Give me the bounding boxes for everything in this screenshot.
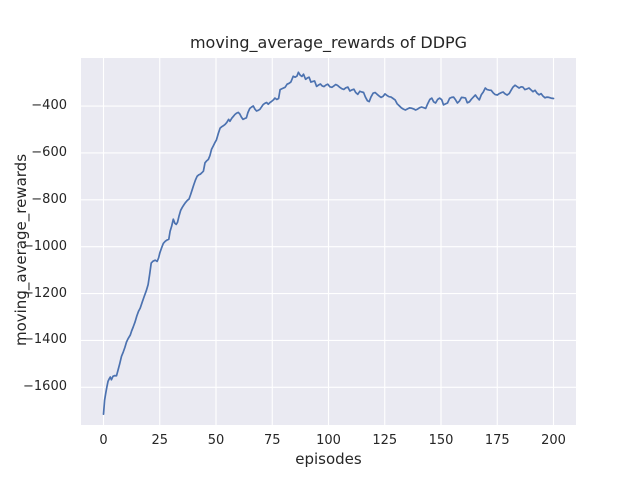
- y-tick-label: −400: [31, 98, 67, 114]
- x-tick-label: 100: [316, 433, 341, 448]
- x-tick-label: 0: [99, 433, 108, 448]
- y-tick-label: −1200: [23, 285, 67, 301]
- x-tick-label: 200: [541, 433, 566, 448]
- x-tick-label: 50: [207, 433, 225, 448]
- y-tick-label: −1000: [23, 238, 67, 254]
- y-tick-label: −1600: [23, 379, 67, 395]
- x-tick-label: 125: [372, 433, 398, 448]
- x-tick-label: 150: [428, 433, 454, 448]
- y-tick-label: −800: [31, 191, 67, 207]
- y-tick-label: −600: [31, 144, 67, 160]
- chart-title: moving_average_rewards of DDPG: [189, 33, 468, 52]
- y-tick-label: −1400: [23, 332, 67, 348]
- x-tick-label: 75: [263, 433, 281, 448]
- x-axis-label: episodes: [295, 450, 362, 468]
- series-line-moving_average_rewards: [102, 71, 555, 416]
- x-tick-label: 25: [151, 433, 169, 448]
- x-tick-label: 175: [484, 433, 510, 448]
